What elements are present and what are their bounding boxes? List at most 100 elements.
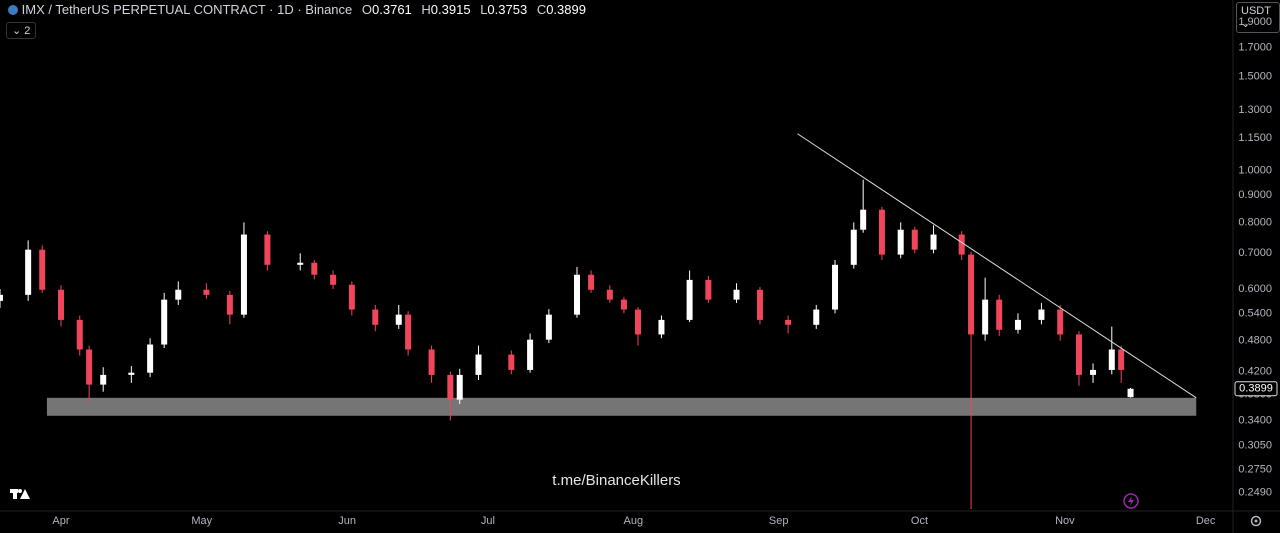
candle-body — [25, 249, 32, 295]
ohlc-label: O — [361, 2, 373, 17]
x-tick-label: Nov — [1055, 515, 1075, 527]
candle-body — [447, 374, 454, 400]
candle-body — [1127, 388, 1134, 398]
candle-body — [0, 294, 3, 301]
y-tick-label: 0.5400 — [1238, 307, 1272, 319]
tv-logo — [10, 489, 30, 499]
candle-body — [911, 229, 918, 250]
ohlc-value: 0.3899 — [546, 2, 586, 17]
candle-body — [958, 234, 965, 255]
candle-body — [588, 274, 595, 290]
currency-selector[interactable]: USDT ⌄ — [1236, 2, 1280, 33]
watermark: t.me/BinanceKillers — [552, 472, 681, 489]
candle-body — [348, 284, 355, 310]
candle-body — [128, 372, 135, 375]
y-tick-label: 1.3000 — [1238, 104, 1272, 116]
ohlc-label: H — [421, 2, 431, 17]
x-tick-label: May — [191, 515, 212, 527]
candle-body — [405, 314, 412, 350]
settings-icon[interactable] — [1250, 515, 1262, 527]
candle-body — [57, 289, 64, 320]
x-tick-label: Aug — [624, 515, 644, 527]
candle-body — [203, 289, 210, 295]
y-tick-label: 1.7000 — [1238, 42, 1272, 54]
candle-body — [756, 289, 763, 320]
candle-body — [508, 354, 515, 370]
candle-body — [1038, 309, 1045, 320]
candle-body — [527, 339, 534, 370]
support-zone — [46, 397, 1197, 416]
last-price-label: 0.3899 — [1239, 383, 1273, 395]
x-tick-label: Sep — [769, 515, 789, 527]
ohlc-value: 0.3761 — [372, 2, 412, 17]
ohlc-label: C — [536, 2, 547, 17]
candle-body — [930, 234, 937, 250]
y-tick-label: 0.2750 — [1238, 464, 1272, 476]
y-tick-label: 1.0000 — [1238, 165, 1272, 177]
candle-body — [785, 319, 792, 325]
y-tick-label: 1.1500 — [1238, 132, 1272, 144]
candle-body — [545, 314, 552, 340]
y-tick-label: 0.9000 — [1238, 189, 1272, 201]
candle-body — [996, 299, 1003, 330]
candle-body — [1075, 334, 1082, 375]
candle-body — [878, 209, 885, 255]
candle-body — [968, 254, 975, 335]
candle-body — [147, 344, 154, 373]
candle-body — [860, 209, 867, 230]
y-tick-label: 1.9000 — [1238, 16, 1272, 28]
candle-body — [634, 309, 641, 335]
y-tick-label: 0.7000 — [1238, 247, 1272, 259]
candle-body — [982, 299, 989, 335]
y-tick-label: 0.6000 — [1238, 283, 1272, 295]
indicator-count: 2 — [24, 25, 31, 37]
x-tick-label: Apr — [52, 515, 69, 527]
x-tick-label: Oct — [911, 515, 928, 527]
y-tick-label: 1.5000 — [1238, 71, 1272, 83]
ohlc-value: 0.3915 — [430, 2, 471, 17]
x-tick-label: Jul — [481, 515, 495, 527]
alert-icon[interactable] — [1123, 493, 1139, 509]
candle-body — [620, 299, 627, 310]
candle-body — [1057, 309, 1064, 335]
candle-body — [86, 349, 93, 385]
x-tick-label: Dec — [1196, 515, 1216, 527]
currency: USDT — [1241, 5, 1271, 17]
candle-body — [76, 319, 83, 350]
candle-body — [428, 349, 435, 375]
indicator-toggle[interactable]: ⌄ 2 — [6, 22, 37, 39]
candle-body — [39, 249, 46, 290]
ohlc-value: 0.3753 — [487, 2, 528, 17]
y-tick-label: 0.3050 — [1238, 440, 1272, 452]
candle-body — [1014, 319, 1021, 330]
candle-body — [240, 234, 247, 315]
candle-body — [330, 274, 337, 285]
candle-body — [226, 294, 233, 315]
candle-body — [606, 289, 613, 300]
candle-body — [395, 314, 402, 325]
candle-body — [832, 264, 839, 310]
candle-body — [100, 374, 107, 385]
symbol-title: IMX / TetherUS PERPETUAL CONTRACT · 1D ·… — [21, 2, 353, 17]
candle-body — [1118, 349, 1125, 370]
candle-body — [372, 309, 379, 325]
candle-body — [813, 309, 820, 325]
candle-body — [456, 374, 463, 400]
candle-body — [264, 234, 271, 265]
ohlc-label: L — [480, 2, 488, 17]
candle-body — [175, 289, 182, 300]
candle-body — [705, 279, 712, 300]
candle-body — [475, 354, 482, 375]
y-tick-label: 0.4800 — [1238, 335, 1272, 347]
y-tick-label: 0.8000 — [1238, 216, 1272, 228]
candle-body — [850, 229, 857, 265]
last-price-box — [1234, 381, 1278, 397]
candle-body — [297, 262, 304, 265]
trendline — [797, 133, 1197, 399]
candle-body — [733, 289, 740, 300]
y-tick-label: 0.4200 — [1238, 365, 1272, 377]
y-tick-label: 0.3400 — [1238, 414, 1272, 426]
symbol-header: IMX / TetherUS PERPETUAL CONTRACT · 1D ·… — [8, 2, 586, 17]
